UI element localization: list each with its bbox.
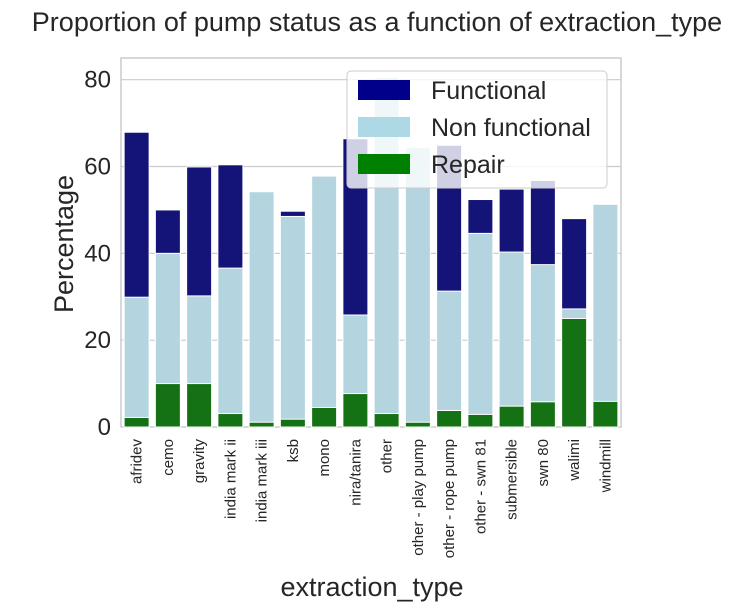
bar-repair [248, 421, 275, 428]
bar-non-functional [248, 191, 275, 428]
legend: Functional Non functional Repair [346, 70, 608, 189]
y-tick-label: 20 [84, 327, 111, 354]
x-tick-label: mono [316, 439, 333, 477]
y-tick-label: 0 [98, 414, 111, 441]
bar-repair [217, 413, 244, 428]
bar-non-functional [467, 232, 494, 428]
x-tick-label: submersible [504, 439, 521, 520]
bar-non-functional [217, 267, 244, 428]
legend-label: Repair [431, 151, 505, 179]
x-tick-label: other - play pump [410, 439, 427, 556]
y-tick-label: 40 [84, 240, 111, 267]
x-tick-label: swn 80 [535, 439, 552, 487]
bar-repair [529, 401, 556, 428]
bar-repair [373, 413, 400, 428]
legend-label: Functional [431, 77, 546, 105]
bar-non-functional [436, 290, 463, 428]
x-tick-label: cemo [160, 439, 177, 476]
bar-non-functional [498, 251, 525, 428]
legend-swatch [358, 80, 410, 100]
legend-swatch [358, 154, 410, 174]
bar-repair [592, 400, 619, 428]
legend-swatch [358, 117, 410, 137]
x-tick-label: other - rope pump [441, 439, 458, 558]
bar-repair [436, 410, 463, 428]
bar-non-functional [279, 215, 306, 428]
y-axis-label: Percentage [49, 175, 79, 313]
bar-repair [342, 393, 369, 428]
chart-title: Proportion of pump status as a function … [32, 7, 722, 37]
x-tick-label: other [379, 439, 396, 473]
x-tick-label: ksb [285, 439, 302, 462]
legend-frame [346, 70, 608, 189]
x-tick-label: afridev [129, 439, 146, 485]
bar-repair [279, 418, 306, 428]
x-tick-label: india mark iii [254, 439, 271, 522]
y-tick-label: 80 [84, 67, 111, 94]
legend-label: Non functional [431, 114, 591, 142]
bar-non-functional [311, 175, 338, 428]
bar-non-functional [123, 296, 150, 428]
x-tick-label: gravity [191, 439, 208, 484]
y-tick-label: 60 [84, 154, 111, 181]
x-tick-label: india mark ii [222, 439, 239, 519]
bar-repair [154, 383, 181, 428]
bar-repair [186, 383, 213, 428]
bar-repair [311, 406, 338, 428]
x-tick-label: windmill [597, 439, 614, 493]
bar-repair [404, 421, 431, 428]
bar-non-functional [529, 264, 556, 428]
bar-repair [467, 413, 494, 428]
bar-repair [123, 416, 150, 428]
bar-non-functional [404, 146, 431, 428]
bar-non-functional [592, 203, 619, 428]
bar-repair [498, 405, 525, 428]
x-axis-label: extraction_type [280, 572, 463, 602]
x-tick-label: nira/tanira [347, 438, 364, 505]
x-tick-label: other - swn 81 [472, 439, 489, 534]
bar-repair [561, 317, 588, 428]
x-tick-label: walimi [566, 439, 583, 482]
